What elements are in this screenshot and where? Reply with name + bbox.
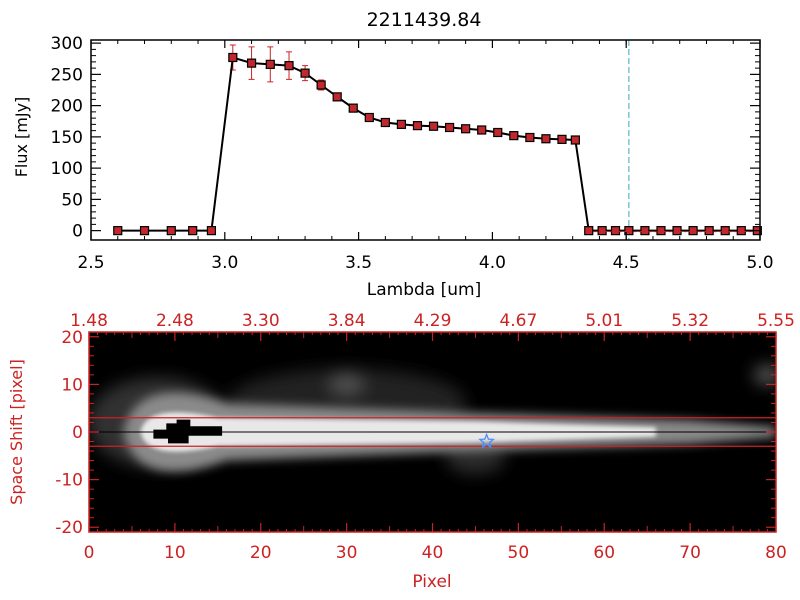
pixel-tick-label: 80 [765, 543, 787, 563]
spectrum-panel: 2211439.84 2.5 3.0 3.5 4.0 4.5 5.0 0 50 100 150 20… [12, 9, 774, 300]
spectral-image [89, 332, 776, 532]
data-point [477, 125, 487, 135]
shift-tick-label: -10 [55, 471, 83, 491]
flux-markers [113, 52, 762, 236]
data-point [188, 226, 198, 236]
data-point [444, 122, 455, 133]
data-point [300, 68, 310, 78]
data-point [428, 121, 439, 131]
data-point [570, 135, 580, 145]
chart-title: 2211439.84 [367, 9, 482, 31]
y-tick-label: 250 [51, 65, 83, 85]
wavelength-tick-label: 4.67 [499, 311, 537, 331]
x-axis-label: Lambda [um] [367, 280, 481, 300]
data-point [316, 80, 326, 90]
pixel-tick-label: 10 [164, 543, 186, 563]
y-tick-label: 300 [51, 34, 83, 54]
data-point [688, 226, 698, 236]
data-point [332, 92, 342, 102]
data-point [704, 226, 714, 236]
y-tick-label: 150 [51, 128, 83, 148]
data-point [736, 226, 746, 236]
data-point [461, 124, 471, 134]
image-ticks: 0 10 20 30 40 50 60 70 80 1.48 2.48 3.30 3.84 4.29 4.6… [55, 311, 795, 563]
spectrum-axes-frame [90, 39, 761, 241]
y-tick-label: 0 [72, 222, 83, 242]
data-point [246, 58, 257, 68]
data-point [113, 226, 123, 236]
pixel-tick-label: 70 [679, 543, 701, 563]
data-point [610, 226, 621, 236]
x-tick-label: 3.5 [345, 253, 372, 273]
spectrum-ticks: 2.5 3.0 3.5 4.0 4.5 5.0 0 50 100 150 200 250 300 [51, 34, 774, 273]
wavelength-tick-label: 2.48 [156, 311, 194, 331]
data-point [364, 112, 374, 123]
data-point [672, 226, 682, 236]
spectrum-plot-area: 2.5 3.0 3.5 4.0 4.5 5.0 0 50 100 150 200 250 300 [51, 34, 774, 273]
y-tick-label: 200 [51, 97, 83, 117]
spectral-image-panel: 0 10 20 30 40 50 60 70 80 1.48 2.48 3.30 3.84 4.29 4.6… [7, 311, 795, 592]
shift-tick-label: -20 [55, 518, 83, 538]
data-point [348, 103, 358, 113]
data-point [380, 117, 390, 128]
data-point [525, 132, 535, 143]
data-point [584, 226, 594, 236]
x-tick-label: 2.5 [77, 253, 104, 273]
data-point [284, 61, 294, 71]
pixel-tick-label: 20 [250, 543, 272, 563]
data-point [139, 226, 150, 236]
data-point [509, 131, 519, 141]
data-point [597, 226, 607, 236]
pixel-tick-label: 60 [593, 543, 615, 563]
shift-tick-label: 10 [61, 375, 83, 395]
flux-series-line [117, 56, 758, 232]
data-point [624, 226, 634, 236]
pixel-tick-label: 40 [422, 543, 444, 563]
data-point [640, 226, 650, 236]
wavelength-tick-label: 5.01 [585, 311, 623, 331]
data-point [265, 59, 275, 69]
data-point [656, 226, 666, 236]
wavelength-tick-label: 5.32 [671, 311, 709, 331]
wavelength-tick-label: 1.48 [70, 311, 108, 331]
data-point [541, 134, 551, 144]
wavelength-tick-label: 3.84 [328, 311, 366, 331]
data-point [557, 134, 567, 144]
pixel-axis-label: Pixel [412, 572, 451, 592]
data-point [493, 127, 503, 138]
data-point [228, 52, 238, 63]
x-tick-label: 3.0 [211, 253, 238, 273]
pixel-tick-label: 0 [84, 543, 95, 563]
wavelength-tick-label: 5.55 [757, 311, 795, 331]
x-tick-label: 5.0 [746, 253, 773, 273]
x-tick-label: 4.0 [479, 253, 506, 273]
wavelength-tick-label: 3.30 [242, 311, 280, 331]
data-point [206, 226, 217, 236]
pixel-tick-label: 50 [508, 543, 530, 563]
y-axis-label: Flux [mJy] [12, 97, 31, 178]
data-point [720, 226, 730, 236]
y-tick-label: 100 [51, 159, 83, 179]
data-point [166, 226, 176, 236]
data-point [412, 121, 423, 131]
data-point [396, 119, 407, 129]
star-marker-icon [478, 432, 495, 449]
y-tick-label: 50 [61, 190, 83, 210]
shift-tick-label: 0 [72, 423, 83, 443]
space-shift-axis-label: Space Shift [pixel] [7, 359, 26, 505]
shift-tick-label: 20 [61, 328, 83, 348]
x-tick-label: 4.5 [613, 253, 640, 273]
pixel-tick-label: 30 [336, 543, 358, 563]
wavelength-tick-label: 4.29 [414, 311, 452, 331]
